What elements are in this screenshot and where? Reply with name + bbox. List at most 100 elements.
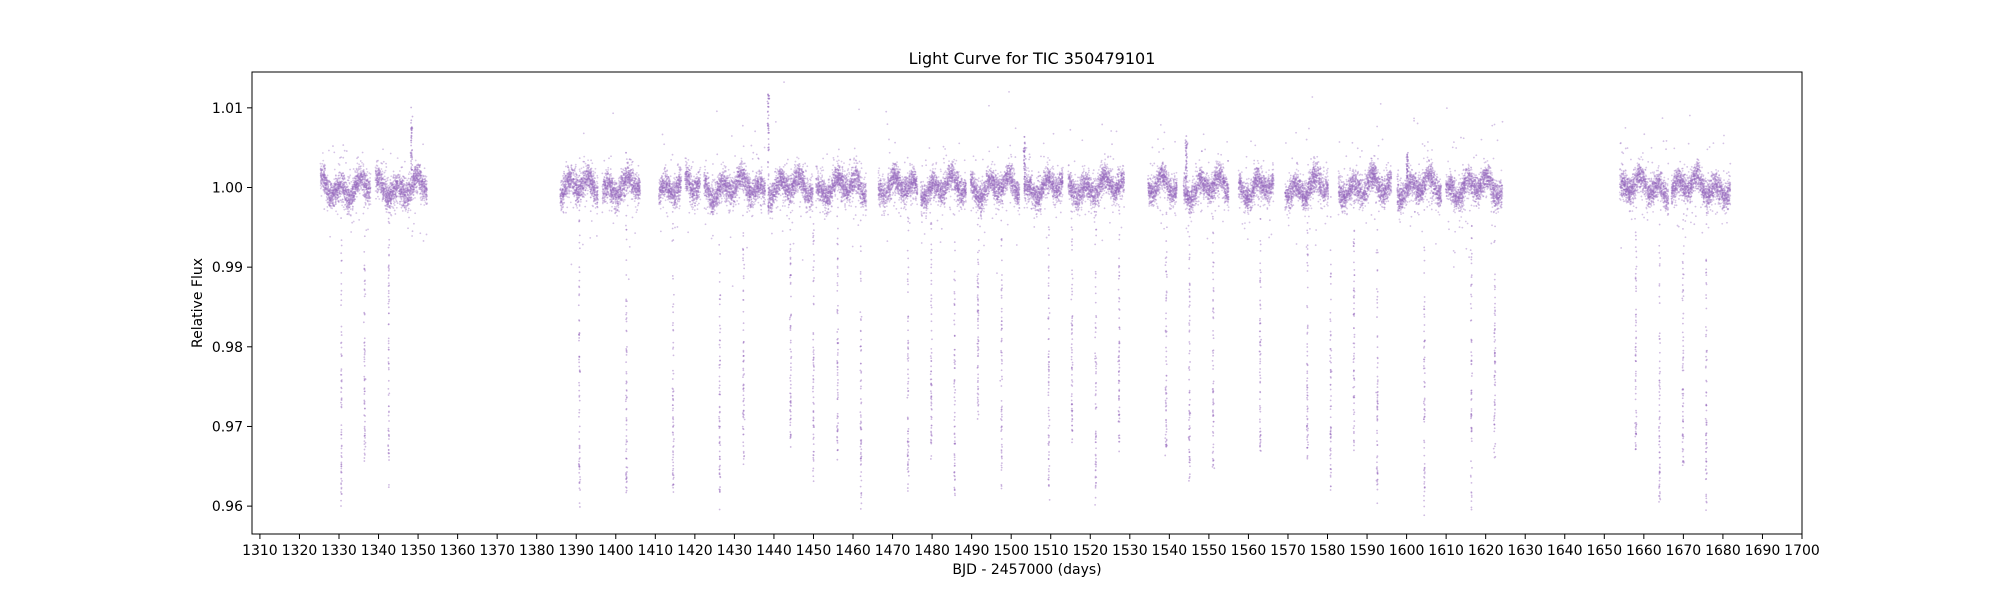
data-point bbox=[562, 188, 564, 190]
data-point bbox=[565, 161, 567, 163]
data-point bbox=[343, 182, 345, 184]
data-point bbox=[414, 212, 416, 214]
data-point bbox=[614, 189, 616, 191]
data-point bbox=[624, 180, 626, 182]
data-point bbox=[415, 187, 417, 189]
data-point bbox=[615, 209, 617, 211]
data-point bbox=[589, 237, 591, 239]
data-point bbox=[585, 189, 587, 191]
data-point bbox=[636, 172, 638, 174]
data-point bbox=[579, 185, 581, 187]
data-point bbox=[625, 167, 627, 169]
data-point bbox=[333, 183, 335, 185]
data-point bbox=[327, 182, 329, 184]
data-point bbox=[335, 204, 337, 206]
data-point bbox=[382, 196, 384, 198]
data-point bbox=[399, 201, 401, 203]
data-point bbox=[404, 189, 406, 191]
data-point bbox=[368, 182, 370, 184]
data-point bbox=[574, 189, 576, 191]
data-point bbox=[416, 166, 418, 168]
data-point bbox=[350, 231, 352, 233]
data-point bbox=[333, 194, 335, 196]
data-point bbox=[604, 179, 606, 181]
data-point bbox=[400, 195, 402, 197]
data-point bbox=[365, 185, 367, 187]
data-point bbox=[570, 264, 572, 266]
data-point bbox=[585, 183, 587, 185]
data-point bbox=[605, 169, 607, 171]
data-point bbox=[403, 203, 405, 205]
data-point bbox=[587, 164, 589, 166]
data-point bbox=[360, 160, 362, 162]
data-point bbox=[344, 196, 346, 198]
data-point bbox=[576, 207, 578, 209]
data-point bbox=[401, 207, 403, 209]
data-point bbox=[588, 170, 590, 172]
data-point bbox=[634, 188, 636, 190]
data-point bbox=[334, 191, 336, 193]
data-point bbox=[606, 174, 608, 176]
data-point bbox=[658, 193, 660, 195]
data-point bbox=[370, 203, 372, 205]
data-point bbox=[669, 180, 671, 182]
data-point bbox=[568, 168, 570, 170]
data-point bbox=[637, 205, 639, 207]
data-point bbox=[413, 223, 415, 225]
data-point bbox=[658, 182, 660, 184]
data-point bbox=[407, 187, 409, 189]
data-point bbox=[607, 178, 609, 180]
data-point bbox=[347, 213, 349, 215]
data-point bbox=[419, 185, 421, 187]
data-point bbox=[352, 184, 354, 186]
data-point bbox=[330, 200, 332, 202]
data-point bbox=[387, 204, 389, 206]
data-point bbox=[411, 199, 413, 201]
data-point bbox=[345, 162, 347, 164]
data-points bbox=[320, 81, 1732, 516]
data-point bbox=[344, 204, 346, 206]
data-point bbox=[618, 180, 620, 182]
data-point bbox=[577, 188, 579, 190]
data-point bbox=[397, 202, 399, 204]
data-point bbox=[333, 195, 335, 197]
data-point bbox=[341, 201, 343, 203]
data-point bbox=[334, 169, 336, 171]
data-point bbox=[577, 197, 579, 199]
data-point bbox=[320, 184, 322, 186]
data-point bbox=[589, 186, 591, 188]
data-point bbox=[419, 166, 421, 168]
data-point bbox=[635, 197, 637, 199]
data-point bbox=[673, 177, 675, 179]
data-point bbox=[332, 145, 334, 147]
data-point bbox=[346, 206, 348, 208]
data-point bbox=[673, 192, 675, 194]
data-point bbox=[615, 201, 617, 203]
data-point bbox=[420, 199, 422, 201]
data-point bbox=[327, 194, 329, 196]
data-point bbox=[323, 164, 325, 166]
data-point bbox=[340, 156, 342, 158]
data-point bbox=[320, 163, 322, 165]
data-point bbox=[366, 173, 368, 175]
data-point bbox=[348, 192, 350, 194]
data-point bbox=[613, 196, 615, 198]
data-point bbox=[660, 208, 662, 210]
data-point bbox=[360, 175, 362, 177]
data-point bbox=[635, 191, 637, 193]
data-point bbox=[325, 183, 327, 185]
data-point bbox=[413, 177, 415, 179]
data-point bbox=[337, 195, 339, 197]
data-point bbox=[416, 174, 418, 176]
data-point bbox=[339, 193, 341, 195]
data-point bbox=[596, 213, 598, 215]
data-point bbox=[575, 203, 577, 205]
data-point bbox=[575, 183, 577, 185]
data-point bbox=[680, 180, 682, 182]
data-point bbox=[414, 185, 416, 187]
data-point bbox=[606, 180, 608, 182]
data-point bbox=[368, 185, 370, 187]
data-point bbox=[581, 167, 583, 169]
data-point bbox=[364, 182, 366, 184]
